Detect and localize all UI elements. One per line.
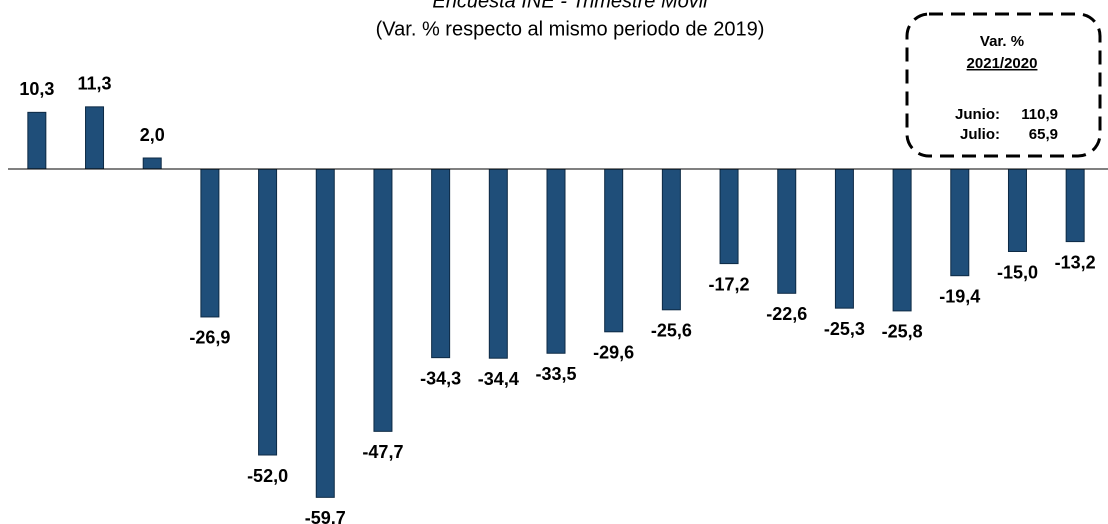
bar bbox=[661, 168, 681, 311]
bar bbox=[1065, 168, 1085, 243]
bar bbox=[892, 168, 912, 312]
bar bbox=[315, 168, 335, 498]
bar bbox=[142, 157, 162, 170]
value-label: -25,3 bbox=[824, 319, 865, 339]
value-label: -25,6 bbox=[651, 321, 692, 341]
value-label: -34,4 bbox=[478, 369, 519, 389]
value-label: -33,5 bbox=[535, 364, 576, 384]
value-label: -19,4 bbox=[939, 286, 980, 306]
value-label: 2,0 bbox=[140, 125, 165, 145]
value-label: 10,3 bbox=[19, 79, 54, 99]
chart-title: Encuesta INE - Trimestre Móvil bbox=[432, 0, 708, 12]
value-label: -34,3 bbox=[420, 368, 461, 388]
value-label: 11,3 bbox=[78, 74, 112, 94]
value-label: -47,7 bbox=[362, 442, 403, 462]
annotation-label: Junio: bbox=[955, 106, 1000, 123]
bar bbox=[431, 168, 451, 359]
value-label: -59,7 bbox=[305, 508, 346, 524]
value-label: -15,0 bbox=[997, 262, 1038, 282]
value-label: -17,2 bbox=[709, 274, 750, 294]
bar bbox=[546, 168, 566, 354]
annotation-value: 110,9 bbox=[1021, 106, 1058, 123]
bar bbox=[777, 168, 797, 294]
bar bbox=[834, 168, 854, 309]
bar bbox=[85, 106, 105, 170]
annotation-subtitle: 2021/2020 bbox=[967, 55, 1038, 72]
bar bbox=[373, 168, 393, 432]
annotation-label: Julio: bbox=[960, 126, 1000, 143]
annotation-value: 65,9 bbox=[1029, 126, 1058, 143]
bar bbox=[488, 168, 508, 359]
bar bbox=[27, 111, 47, 170]
value-label: -29,6 bbox=[593, 343, 634, 363]
annotation-box bbox=[905, 12, 1102, 158]
value-label: -25,8 bbox=[882, 322, 923, 342]
chart-subtitle: (Var. % respecto al mismo periodo de 201… bbox=[376, 18, 765, 40]
bar bbox=[1007, 168, 1027, 252]
value-label: -13,2 bbox=[1055, 252, 1096, 272]
value-label: -22,6 bbox=[766, 304, 807, 324]
bar bbox=[950, 168, 970, 277]
value-label: -52,0 bbox=[247, 466, 288, 486]
value-label: -26,9 bbox=[189, 328, 230, 348]
annotation-title: Var. % bbox=[980, 33, 1024, 50]
bar bbox=[200, 168, 220, 318]
bar bbox=[258, 168, 278, 456]
bar bbox=[719, 168, 739, 265]
bar bbox=[604, 168, 624, 333]
